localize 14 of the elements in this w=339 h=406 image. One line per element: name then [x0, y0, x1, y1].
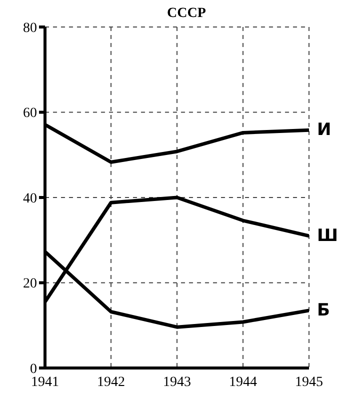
series-label: Б — [317, 300, 330, 320]
y-tick-label: 60 — [23, 106, 37, 122]
y-tick-label: 20 — [23, 276, 37, 292]
x-tick-label: 1941 — [31, 374, 59, 390]
series-label: Ш — [317, 226, 338, 246]
x-tick-label: 1945 — [295, 374, 323, 390]
x-tick-label: 1943 — [163, 374, 191, 390]
x-tick-label: 1942 — [97, 374, 125, 390]
y-tick-label: 40 — [23, 191, 37, 206]
y-tick-label: 80 — [23, 20, 37, 36]
y-tick-label: 0 — [30, 362, 37, 377]
x-tick-label: 1944 — [229, 374, 257, 390]
series-label: И — [317, 120, 332, 140]
chart-title: СССР — [166, 6, 207, 22]
